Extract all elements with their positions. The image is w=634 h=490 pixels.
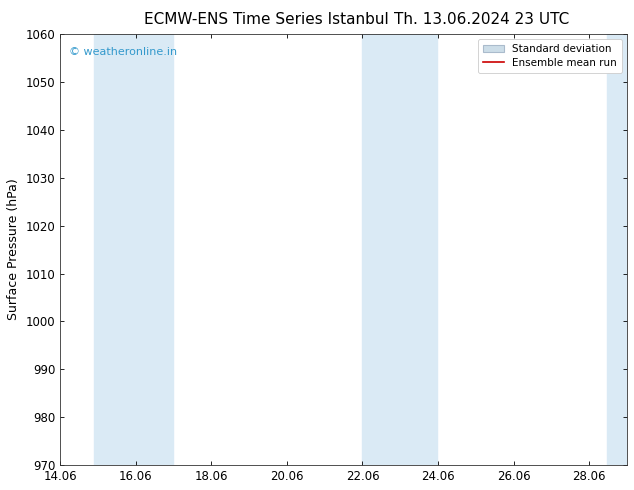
Legend: Standard deviation, Ensemble mean run: Standard deviation, Ensemble mean run: [477, 39, 622, 73]
Text: ECMW-ENS Time Series Istanbul: ECMW-ENS Time Series Istanbul: [144, 12, 389, 27]
Text: Th. 13.06.2024 23 UTC: Th. 13.06.2024 23 UTC: [394, 12, 569, 27]
Bar: [607, 34, 628, 465]
Y-axis label: Surface Pressure (hPa): Surface Pressure (hPa): [7, 179, 20, 320]
Bar: [362, 34, 437, 465]
Text: © weatheronline.in: © weatheronline.in: [68, 47, 177, 57]
Bar: [94, 34, 172, 465]
